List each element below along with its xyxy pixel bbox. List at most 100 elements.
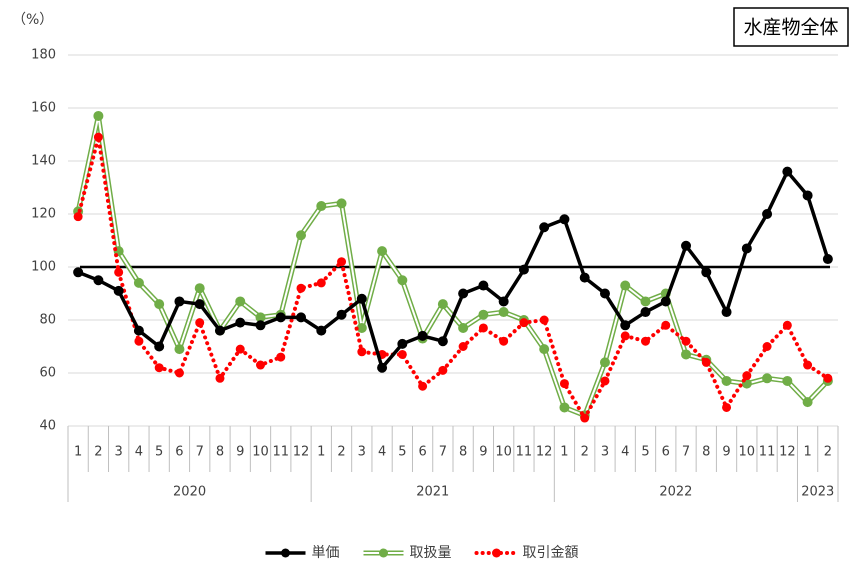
data-point: [113, 285, 124, 296]
data-point: [458, 322, 469, 333]
legend-label: 取扱量: [410, 545, 452, 561]
data-point: [397, 275, 408, 286]
data-point: [539, 222, 550, 233]
x-tick-label: 3: [601, 445, 609, 460]
data-point: [316, 201, 327, 212]
data-point: [660, 296, 671, 307]
y-tick-label: 100: [31, 260, 56, 275]
data-point: [782, 320, 792, 330]
data-point: [803, 360, 813, 370]
data-point: [599, 288, 610, 299]
x-tick-label: 4: [621, 445, 629, 460]
data-point: [802, 190, 813, 201]
x-tick-label: 7: [196, 445, 204, 460]
data-point: [822, 254, 833, 265]
data-point: [539, 315, 549, 325]
x-tick-label: 5: [641, 445, 649, 460]
data-point: [93, 110, 104, 121]
x-tick-label: 2: [94, 445, 102, 460]
x-tick-label: 2: [824, 445, 832, 460]
data-point: [782, 166, 793, 177]
data-point: [194, 299, 205, 310]
data-point: [215, 373, 225, 383]
data-point: [337, 257, 347, 267]
x-tick-label: 8: [702, 445, 710, 460]
data-point: [316, 325, 327, 336]
data-point: [458, 288, 469, 299]
data-point: [620, 331, 630, 341]
x-tick-label: 4: [135, 445, 143, 460]
data-point: [194, 283, 205, 294]
data-point: [640, 296, 651, 307]
data-point: [93, 275, 104, 286]
data-point: [458, 342, 468, 351]
data-point: [133, 277, 144, 288]
x-group-label: 2020: [173, 485, 206, 500]
data-point: [357, 347, 367, 357]
x-tick-label: 9: [236, 445, 244, 460]
data-point: [438, 365, 448, 375]
x-tick-label: 11: [272, 445, 289, 460]
data-point: [802, 397, 813, 408]
data-point: [640, 307, 651, 318]
series-line: [76, 136, 830, 423]
x-tick-label: 1: [74, 445, 82, 460]
x-tick-label: 12: [536, 445, 553, 460]
data-point: [356, 293, 367, 304]
data-point: [478, 280, 489, 291]
data-point: [417, 330, 428, 341]
data-point: [599, 357, 610, 368]
data-point: [762, 342, 772, 351]
data-point: [701, 267, 712, 278]
x-group-label: 2021: [416, 485, 449, 500]
x-group-label: 2023: [801, 485, 834, 500]
y-tick-label: 60: [39, 366, 56, 381]
data-point: [823, 373, 833, 383]
data-point: [762, 373, 773, 384]
x-tick-label: 5: [155, 445, 163, 460]
data-point: [701, 357, 711, 367]
chart-title: 水産物全体: [743, 17, 838, 39]
data-point: [154, 363, 164, 373]
x-tick-label: 3: [115, 445, 123, 460]
legend-marker: [492, 548, 501, 558]
data-point: [397, 338, 408, 349]
data-point: [681, 336, 691, 346]
data-point: [721, 375, 732, 386]
x-tick-label: 5: [398, 445, 406, 460]
data-point: [174, 368, 184, 378]
title-box: [733, 7, 849, 47]
x-tick-label: 8: [216, 445, 224, 460]
data-point: [762, 209, 773, 219]
data-point: [356, 322, 367, 333]
data-point: [235, 344, 245, 354]
x-tick-label: 7: [682, 445, 690, 460]
data-point: [73, 212, 83, 222]
data-point: [214, 325, 225, 336]
data-point: [195, 318, 205, 328]
x-tick-label: 8: [459, 445, 467, 460]
data-point: [154, 341, 165, 352]
y-tick-label: 120: [31, 207, 56, 222]
y-tick-label: 80: [39, 313, 56, 328]
series-line: [77, 169, 830, 370]
x-tick-label: 4: [378, 445, 386, 460]
data-point: [518, 264, 529, 275]
data-point: [741, 243, 752, 254]
data-point: [519, 318, 529, 328]
data-point: [235, 317, 246, 328]
data-point: [661, 320, 671, 330]
data-point: [377, 246, 388, 257]
data-point: [73, 267, 84, 278]
data-point: [742, 371, 752, 381]
data-point: [539, 344, 550, 355]
data-point: [580, 413, 590, 423]
x-tick-label: 6: [418, 445, 426, 460]
data-point: [498, 296, 509, 307]
data-point: [255, 320, 266, 331]
y-tick-label: 140: [31, 154, 56, 169]
data-point: [418, 381, 428, 391]
data-point: [275, 312, 286, 323]
data-point: [296, 283, 306, 293]
